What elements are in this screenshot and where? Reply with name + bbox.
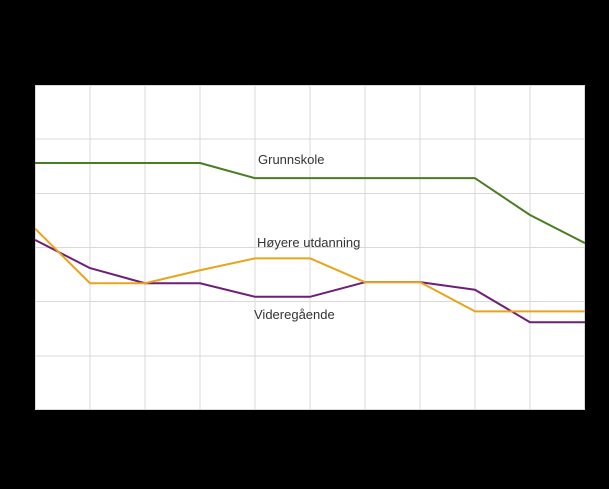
series-label-hoyere-utdanning: Høyere utdanning <box>257 235 361 250</box>
series-label-grunnskole: Grunnskole <box>258 152 325 167</box>
plot-area: Grunnskole Høyere utdanning Videregående <box>35 85 585 410</box>
line-chart <box>35 85 585 410</box>
series-line-1 <box>35 227 585 313</box>
series-line-0 <box>35 162 585 245</box>
series-line-2 <box>35 239 585 324</box>
series-label-videregaende: Videregående <box>254 307 335 322</box>
